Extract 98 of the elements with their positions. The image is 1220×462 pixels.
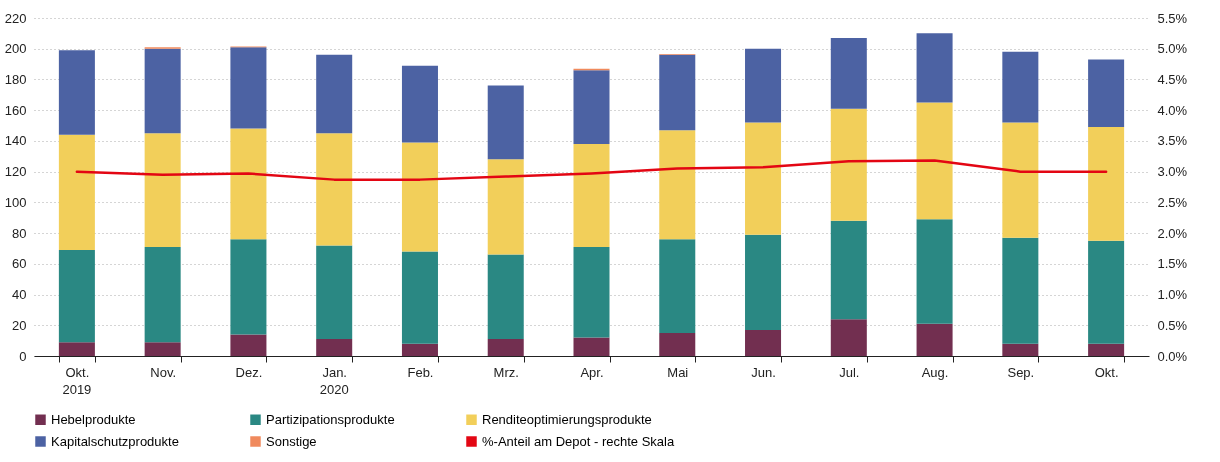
legend-label: %-Anteil am Depot - rechte Skala [482,433,675,449]
bar [58,50,95,135]
y2-tick-label: 1.5% [1157,256,1188,272]
bar [573,246,610,338]
bar [58,134,95,250]
bar [1088,343,1125,356]
y-tick-label: 40 [12,287,27,303]
text: 2020 [319,382,349,397]
bar [659,239,696,333]
y2-tick-label: 3.5% [1157,133,1188,149]
y-tick-label: 100 [4,194,27,210]
y2-tick-label: 5.5% [1157,10,1188,26]
bar [1002,237,1039,344]
y-tick-label: 140 [4,133,27,149]
bar [1088,127,1125,241]
bar [316,54,353,134]
legend-label: Sonstige [266,433,317,449]
bar [659,332,696,356]
bar [230,239,267,335]
y2-tick-label: 2.5% [1157,194,1188,210]
y-tick-label: 80 [12,225,27,241]
y2-tick-label: 4.0% [1157,102,1188,118]
bar [659,130,696,240]
bar [916,33,953,103]
bar [230,334,267,356]
x-tick-label: Jul. [839,364,860,380]
x-tick-label: Feb. [407,364,434,380]
bar [573,143,610,247]
legend-label: Hebelprodukte [51,411,136,427]
y-tick-label: 220 [4,10,27,26]
bar [830,319,867,356]
y2-tick-label: 2.0% [1157,225,1188,241]
bar [487,339,524,356]
bar [230,128,267,240]
y2-tick-label: 1.0% [1157,287,1188,303]
x-tick-label: Okt. [1094,364,1119,380]
bar [830,108,867,221]
bar [401,343,438,356]
bar [316,339,353,356]
y-tick-label: 120 [4,164,27,180]
x-tick-label: Aug. [921,364,949,380]
y-tick-label: 160 [4,102,27,118]
x-tick-label: Nov. [150,364,177,380]
y2-tick-label: 5.0% [1157,41,1188,57]
line-series [75,159,1108,181]
bar [487,254,524,340]
bar [1088,240,1125,344]
x-tick-label: Mrz. [493,364,519,380]
bar [916,323,953,356]
bar [487,159,524,255]
bar [745,122,782,235]
y-tick-label: 200 [4,41,27,57]
bar [745,329,782,356]
bar [573,337,610,356]
bar [144,246,181,343]
bar [144,48,181,134]
x-tick-label: Jun. [751,364,776,380]
bar [401,65,438,143]
y-tick-label: 20 [12,317,27,333]
bar [1002,343,1039,356]
legend-label: Renditeoptimierungsprodukte [482,411,652,427]
bar [401,142,438,252]
x-tick-label: Sep. [1007,364,1035,380]
bar [830,220,867,320]
y-tick-label: 180 [4,71,27,87]
text: 2019 [62,382,92,397]
y2-tick-label: 3.0% [1157,164,1188,180]
x-tick-label: Okt. [65,364,90,380]
bar [830,37,867,109]
bar [316,245,353,340]
bar [144,342,181,356]
bar [316,133,353,246]
bar [745,234,782,330]
bar [1002,122,1039,238]
bar [401,251,438,344]
y2-tick-label: 0.0% [1157,348,1188,364]
y-tick-label: 0 [19,348,27,364]
bar [1088,59,1125,128]
legend-label: Partizipationsprodukte [266,411,395,427]
bar [573,70,610,144]
bar [230,47,267,129]
bar [58,249,95,343]
bar [916,219,953,324]
bar [487,85,524,160]
legend-label: Kapitalschutzprodukte [51,433,179,449]
x-tick-label: Apr. [580,364,604,380]
y-tick-label: 60 [12,256,27,272]
x-tick-label: Dez. [235,364,263,380]
bar [144,133,181,247]
bar [745,48,782,123]
bar [916,102,953,220]
y2-tick-label: 0.5% [1157,317,1188,333]
x-tick-label: Mai [667,364,689,380]
bar [1002,51,1039,123]
x-tick-label: Jan. [322,364,347,380]
bar [58,342,95,356]
y2-tick-label: 4.5% [1157,71,1188,87]
bar [659,54,696,131]
